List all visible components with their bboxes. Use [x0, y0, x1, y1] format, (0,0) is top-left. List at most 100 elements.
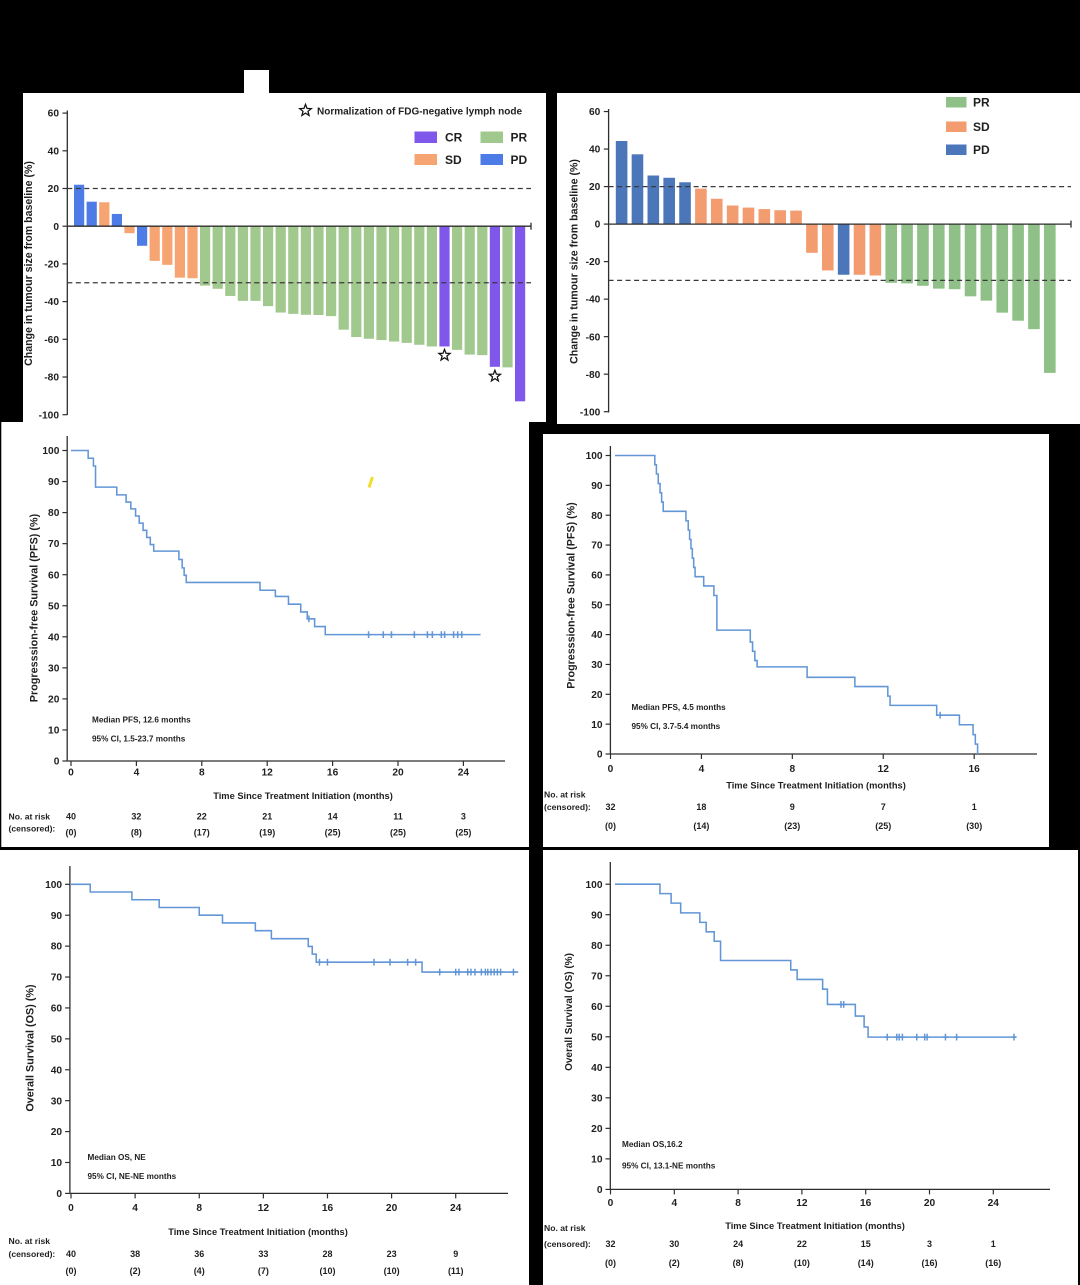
- svg-text:(2): (2): [669, 1258, 680, 1268]
- svg-text:8: 8: [196, 1203, 202, 1214]
- svg-text:30: 30: [48, 664, 60, 675]
- svg-text:16: 16: [860, 1198, 872, 1209]
- svg-text:16: 16: [327, 768, 339, 779]
- svg-text:0: 0: [597, 750, 603, 761]
- svg-text:9: 9: [453, 1249, 458, 1259]
- svg-text:CR: CR: [445, 131, 463, 145]
- svg-text:No. at risk: No. at risk: [9, 1236, 51, 1246]
- svg-text:(2): (2): [130, 1266, 141, 1276]
- svg-text:23: 23: [387, 1249, 397, 1259]
- svg-text:8: 8: [199, 768, 205, 779]
- svg-text:20: 20: [591, 690, 603, 701]
- svg-text:11: 11: [393, 812, 403, 822]
- svg-text:20: 20: [51, 1127, 63, 1138]
- svg-text:16: 16: [969, 764, 981, 775]
- svg-text:12: 12: [878, 764, 890, 775]
- svg-text:95% CI, 3.7-5.4 months: 95% CI, 3.7-5.4 months: [632, 722, 721, 731]
- svg-text:28: 28: [322, 1249, 332, 1259]
- svg-text:95% CI, 13.1-NE months: 95% CI, 13.1-NE months: [622, 1162, 716, 1171]
- svg-text:12: 12: [796, 1198, 808, 1209]
- svg-text:20: 20: [392, 768, 404, 779]
- svg-text:100: 100: [45, 880, 62, 891]
- svg-text:-100: -100: [580, 407, 601, 418]
- svg-text:40: 40: [48, 146, 60, 157]
- svg-text:60: 60: [48, 570, 60, 581]
- svg-text:0: 0: [56, 1189, 62, 1200]
- svg-text:30: 30: [51, 1096, 63, 1107]
- svg-text:30: 30: [669, 1239, 679, 1249]
- svg-text:Median OS,16.2: Median OS,16.2: [622, 1140, 683, 1149]
- svg-text:10: 10: [591, 1155, 603, 1166]
- svg-text:40: 40: [591, 1063, 603, 1074]
- svg-text:No. at risk: No. at risk: [544, 1223, 586, 1233]
- svg-text:50: 50: [51, 1035, 63, 1046]
- svg-text:0: 0: [68, 1203, 74, 1214]
- svg-text:8: 8: [789, 764, 795, 775]
- svg-text:-80: -80: [586, 370, 601, 381]
- svg-text:(30): (30): [966, 821, 982, 831]
- svg-text:50: 50: [591, 600, 603, 611]
- svg-text:10: 10: [591, 720, 603, 731]
- svg-text:30: 30: [591, 660, 603, 671]
- svg-text:20: 20: [924, 1198, 936, 1209]
- svg-text:-40: -40: [586, 295, 601, 306]
- svg-text:-40: -40: [44, 297, 59, 308]
- svg-text:22: 22: [197, 812, 207, 822]
- svg-text:90: 90: [51, 911, 63, 922]
- svg-text:-100: -100: [39, 410, 60, 421]
- svg-text:4: 4: [671, 1198, 677, 1209]
- svg-text:No. at risk: No. at risk: [9, 812, 51, 822]
- svg-text:80: 80: [591, 511, 603, 522]
- svg-text:0: 0: [54, 757, 60, 768]
- svg-text:(10): (10): [384, 1266, 400, 1276]
- svg-text:22: 22: [797, 1239, 807, 1249]
- svg-text:Time Since Treatment Initiatio: Time Since Treatment Initiation (months): [726, 781, 906, 791]
- svg-text:40: 40: [66, 812, 76, 822]
- svg-text:16: 16: [322, 1203, 334, 1214]
- svg-text:33: 33: [258, 1249, 268, 1259]
- svg-text:20: 20: [589, 182, 601, 193]
- svg-text:(10): (10): [794, 1258, 810, 1268]
- svg-text:15: 15: [861, 1239, 871, 1249]
- svg-text:(11): (11): [448, 1266, 464, 1276]
- svg-text:-80: -80: [44, 373, 59, 384]
- svg-text:90: 90: [48, 477, 60, 488]
- svg-text:Progresssion-free Survival (PF: Progresssion-free Survival (PFS) (%): [566, 502, 578, 689]
- svg-text:8: 8: [735, 1198, 741, 1209]
- svg-text:95% CI, 1.5-23.7 months: 95% CI, 1.5-23.7 months: [92, 735, 186, 744]
- svg-text:24: 24: [450, 1203, 462, 1214]
- svg-text:40: 40: [51, 1065, 63, 1076]
- svg-text:PR: PR: [511, 131, 528, 145]
- svg-text:-20: -20: [586, 257, 601, 268]
- svg-text:-20: -20: [44, 260, 59, 271]
- svg-text:(25): (25): [325, 828, 341, 838]
- svg-text:80: 80: [591, 941, 603, 952]
- svg-text:Normalization of FDG-negative: Normalization of FDG-negative lymph node: [317, 107, 522, 118]
- svg-text:(25): (25): [875, 821, 891, 831]
- svg-text:-60: -60: [44, 335, 59, 346]
- svg-text:Overall Survival (OS) (%): Overall Survival (OS) (%): [564, 953, 575, 1071]
- svg-text:(8): (8): [733, 1258, 744, 1268]
- svg-text:50: 50: [48, 601, 60, 612]
- svg-text:80: 80: [48, 508, 60, 519]
- svg-text:0: 0: [595, 220, 601, 231]
- svg-text:(censored):: (censored):: [544, 802, 591, 812]
- svg-text:21: 21: [262, 812, 272, 822]
- svg-text:10: 10: [51, 1158, 63, 1169]
- svg-text:(10): (10): [319, 1266, 335, 1276]
- svg-text:-60: -60: [586, 332, 601, 343]
- svg-text:100: 100: [586, 880, 603, 891]
- svg-text:20: 20: [48, 695, 60, 706]
- svg-text:(4): (4): [194, 1266, 205, 1276]
- svg-text:50: 50: [591, 1032, 603, 1043]
- svg-text:(7): (7): [258, 1266, 269, 1276]
- svg-text:90: 90: [591, 910, 603, 921]
- svg-text:(0): (0): [66, 1266, 77, 1276]
- svg-text:SD: SD: [445, 153, 462, 167]
- svg-text:20: 20: [386, 1203, 398, 1214]
- svg-text:(0): (0): [605, 821, 616, 831]
- svg-text:Median OS, NE: Median OS, NE: [88, 1153, 147, 1162]
- svg-text:80: 80: [51, 942, 63, 953]
- svg-text:18: 18: [696, 802, 706, 812]
- svg-text:24: 24: [988, 1198, 1000, 1209]
